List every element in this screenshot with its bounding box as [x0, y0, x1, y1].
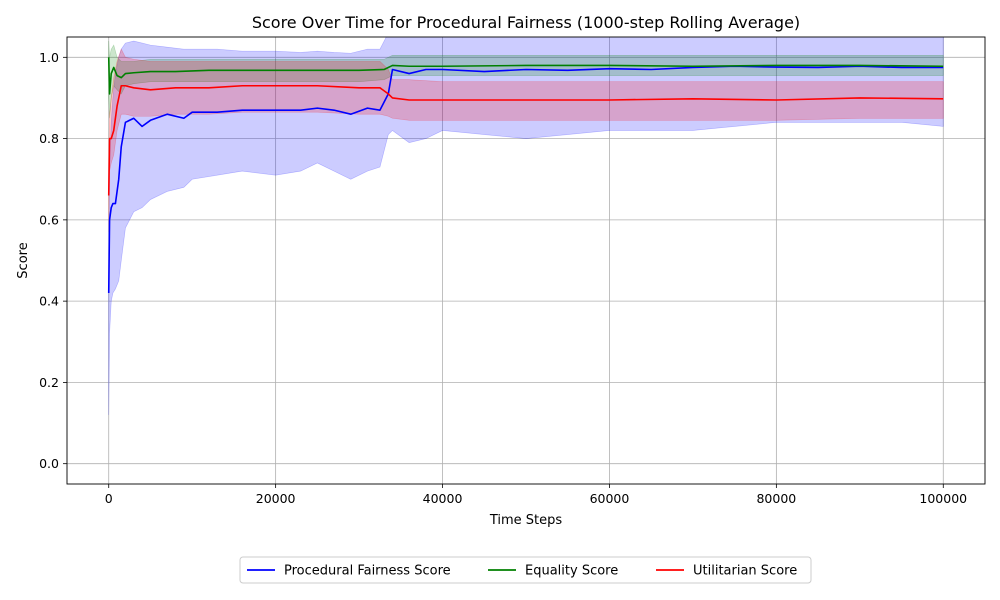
utilitarian-score-band	[108, 48, 944, 233]
equality-score-band	[108, 41, 944, 119]
x-tick-label: 40000	[423, 491, 463, 506]
legend-item-equality-score: Equality Score	[488, 564, 618, 579]
equality-score-line	[107, 57, 944, 95]
y-tick-label: 0.6	[39, 212, 59, 227]
grid-layer	[67, 37, 985, 484]
legend-item-procedural-fairness-score: Procedural Fairness Score	[247, 564, 451, 579]
x-tick-label: 20000	[256, 491, 296, 506]
x-tick-label: 0	[105, 491, 113, 506]
procedural-fairness-score-band	[108, 37, 944, 415]
legend-label: Utilitarian Score	[693, 564, 797, 579]
x-tick-label: 80000	[756, 491, 796, 506]
y-axis-title: Score	[16, 242, 31, 278]
y-tick-label: 1.0	[39, 50, 59, 65]
utilitarian-score-line	[107, 84, 944, 196]
plot-frame	[66, 36, 986, 485]
y-tick-label: 0.8	[39, 131, 59, 146]
legend-box	[239, 556, 812, 584]
confidence-bands	[108, 37, 944, 415]
procedural-fairness-score-line	[107, 65, 944, 294]
x-tick-label: 60000	[590, 491, 630, 506]
y-tick-label: 0.4	[39, 294, 59, 309]
axis-ticks: 0 20000 40000 60000 80000 100000 0.0 0.2 0.4 0.6 0…	[39, 50, 967, 506]
x-axis-title: Time Steps	[489, 513, 563, 528]
legend-label: Equality Score	[525, 564, 618, 579]
x-tick-label: 100000	[919, 491, 967, 506]
chart-title: Score Over Time for Procedural Fairness …	[252, 13, 800, 32]
y-tick-label: 0.2	[39, 375, 59, 390]
y-tick-label: 0.0	[39, 456, 59, 471]
series-lines	[107, 57, 944, 294]
legend: Procedural Fairness Score Equality Score U…	[239, 556, 812, 584]
legend-item-utilitarian-score: Utilitarian Score	[656, 564, 797, 579]
legend-label: Procedural Fairness Score	[284, 564, 451, 579]
